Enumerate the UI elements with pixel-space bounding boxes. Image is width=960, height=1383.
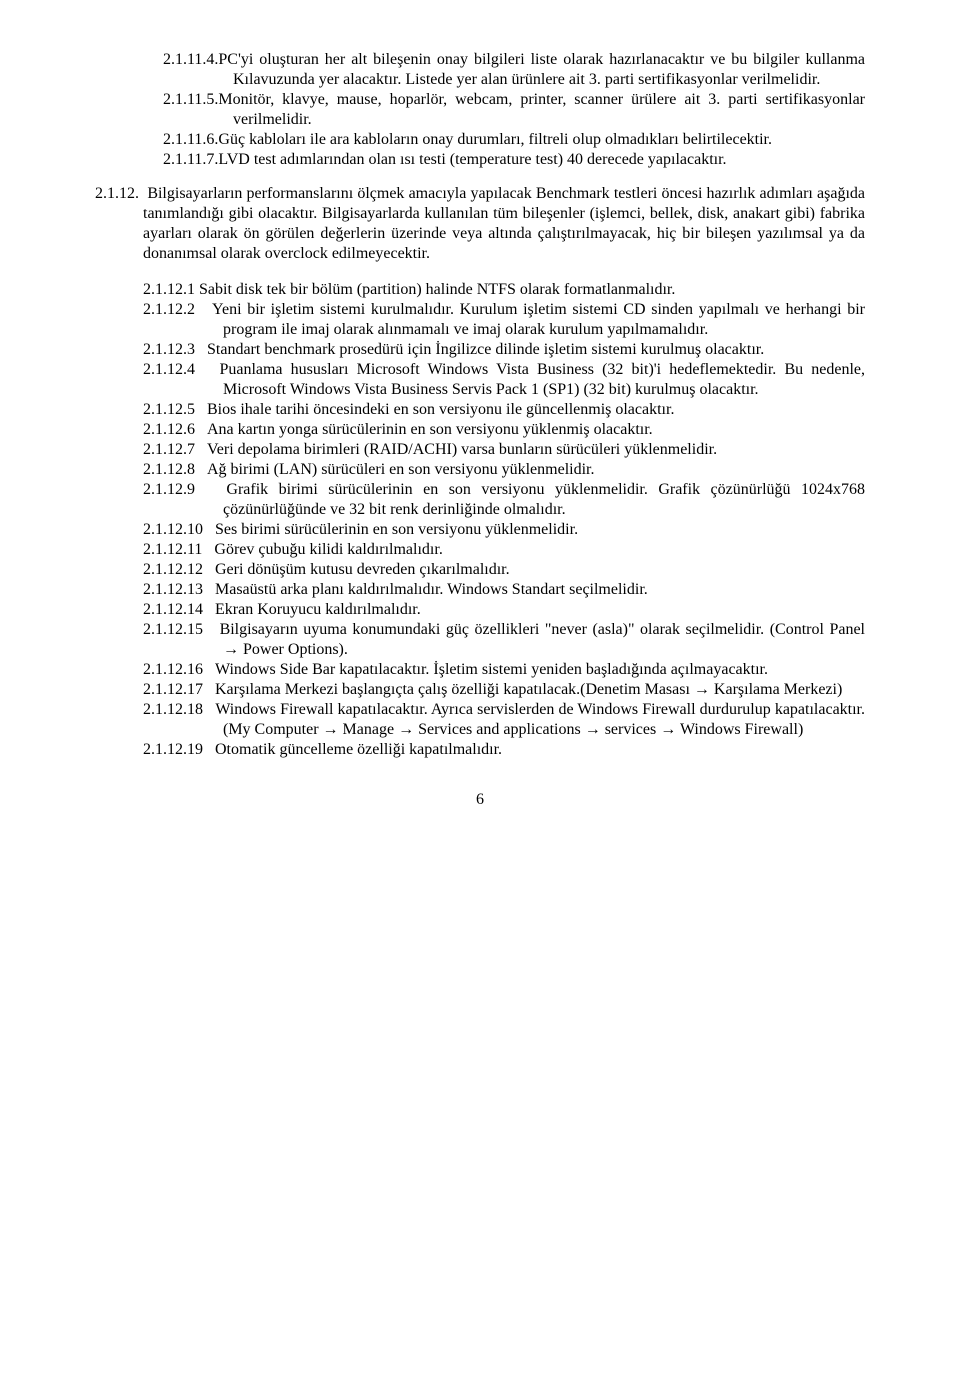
subitem: 2.1.12.3 Standart benchmark prosedürü iç… (95, 340, 865, 360)
subitem: 2.1.12.19 Otomatik güncelleme özelliği k… (95, 740, 865, 760)
item-2-1-11-6: 2.1.11.6.Güç kabloları ile ara kabloları… (163, 130, 865, 150)
item-text: Güç kabloları ile ara kabloların onay du… (218, 131, 772, 148)
subitem-text: Windows Side Bar kapatılacaktır. İşletim… (215, 661, 768, 678)
subitem: 2.1.12.8 Ağ birimi (LAN) sürücüleri en s… (95, 460, 865, 480)
subitem: 2.1.12.4 Puanlama hususları Microsoft Wi… (95, 360, 865, 400)
subitem: 2.1.12.14 Ekran Koruyucu kaldırılmalıdır… (95, 600, 865, 620)
subitem-text: Puanlama hususları Microsoft Windows Vis… (219, 361, 865, 398)
subitem: 2.1.12.7 Veri depolama birimleri (RAID/A… (95, 440, 865, 460)
subitem: 2.1.12.11 Görev çubuğu kilidi kaldırılma… (95, 540, 865, 560)
subitem-number: 2.1.12.13 (143, 581, 203, 598)
subitem-text: Ses birimi sürücülerinin en son versiyon… (215, 521, 578, 538)
subitem-number: 2.1.12.10 (143, 521, 203, 538)
item-2-1-11-7: 2.1.11.7.LVD test adımlarından olan ısı … (163, 150, 865, 170)
item-2-1-11-5: 2.1.11.5.Monitör, klavye, mause, hoparlö… (163, 90, 865, 130)
subitem: 2.1.12.12 Geri dönüşüm kutusu devreden ç… (95, 560, 865, 580)
subitem-number: 2.1.12.2 (143, 301, 195, 318)
subitem: 2.1.12.10 Ses birimi sürücülerinin en so… (95, 520, 865, 540)
subitem-text: Otomatik güncelleme özelliği kapatılmalı… (215, 741, 502, 758)
subitem-number: 2.1.12.5 (143, 401, 195, 418)
subitem: 2.1.12.5 Bios ihale tarihi öncesindeki e… (95, 400, 865, 420)
subitem-number: 2.1.12.17 (143, 681, 203, 698)
subitem-number: 2.1.12.1 (143, 281, 195, 298)
subitem-text: Ekran Koruyucu kaldırılmalıdır. (215, 601, 421, 618)
section-number: 2.1.12. (95, 185, 139, 202)
subitem-text: Bilgisayarın uyuma konumundaki güç özell… (220, 621, 865, 658)
item-number: 2.1.11.7. (163, 151, 218, 168)
subitem-number: 2.1.12.3 (143, 341, 195, 358)
subitem-number: 2.1.12.7 (143, 441, 195, 458)
subitem-number: 2.1.12.6 (143, 421, 195, 438)
section-intro-text: Bilgisayarların performanslarını ölçmek … (143, 185, 865, 262)
subitem-number: 2.1.12.19 (143, 741, 203, 758)
subitem-number: 2.1.12.11 (143, 541, 202, 558)
subitem: 2.1.12.2 Yeni bir işletim sistemi kurulm… (95, 300, 865, 340)
subitem-number: 2.1.12.14 (143, 601, 203, 618)
subitem: 2.1.12.16 Windows Side Bar kapatılacaktı… (95, 660, 865, 680)
item-number: 2.1.11.6. (163, 131, 218, 148)
item-number: 2.1.11.5. (163, 91, 218, 108)
section-2-1-12-intro: 2.1.12. Bilgisayarların performanslarını… (95, 184, 865, 264)
subitem-number: 2.1.12.9 (143, 481, 195, 498)
subitem-number: 2.1.12.4 (143, 361, 195, 378)
page-number: 6 (95, 790, 865, 810)
subitem-text: Geri dönüşüm kutusu devreden çıkarılmalı… (215, 561, 510, 578)
subitem-text: Görev çubuğu kilidi kaldırılmalıdır. (214, 541, 442, 558)
subitem-text: Standart benchmark prosedürü için İngili… (207, 341, 764, 358)
subitem-number: 2.1.12.16 (143, 661, 203, 678)
section-2-1-12-subitems: 2.1.12.1 Sabit disk tek bir bölüm (parti… (95, 280, 865, 760)
item-text: Monitör, klavye, mause, hoparlör, webcam… (218, 91, 865, 128)
subitem-text: Windows Firewall kapatılacaktır. Ayrıca … (215, 701, 865, 738)
subitem: 2.1.12.9 Grafik birimi sürücülerinin en … (95, 480, 865, 520)
subitem-text: Bios ihale tarihi öncesindeki en son ver… (207, 401, 674, 418)
item-number: 2.1.11.4. (163, 51, 218, 68)
section-2-1-11: 2.1.11.4.PC'yi oluşturan her alt bileşen… (95, 50, 865, 170)
item-2-1-11-4: 2.1.11.4.PC'yi oluşturan her alt bileşen… (163, 50, 865, 90)
section-2-1-12: 2.1.12. Bilgisayarların performanslarını… (95, 184, 865, 760)
subitem-text: Sabit disk tek bir bölüm (partition) hal… (199, 281, 675, 298)
subitem-text: Ana kartın yonga sürücülerinin en son ve… (207, 421, 653, 438)
subitem-text: Masaüstü arka planı kaldırılmalıdır. Win… (215, 581, 648, 598)
item-text: LVD test adımlarından olan ısı testi (te… (218, 151, 726, 168)
item-text: PC'yi oluşturan her alt bileşenin onay b… (218, 51, 865, 88)
subitem-number: 2.1.12.18 (143, 701, 203, 718)
subitem: 2.1.12.6 Ana kartın yonga sürücülerinin … (95, 420, 865, 440)
subitem: 2.1.12.1 Sabit disk tek bir bölüm (parti… (95, 280, 865, 300)
subitem: 2.1.12.15 Bilgisayarın uyuma konumundaki… (95, 620, 865, 660)
subitem-number: 2.1.12.15 (143, 621, 203, 638)
subitem: 2.1.12.17 Karşılama Merkezi başlangıçta … (95, 680, 865, 700)
subitem-number: 2.1.12.12 (143, 561, 203, 578)
subitem-text: Veri depolama birimleri (RAID/ACHI) vars… (207, 441, 717, 458)
subitem: 2.1.12.13 Masaüstü arka planı kaldırılma… (95, 580, 865, 600)
subitem-text: Karşılama Merkezi başlangıçta çalış özel… (215, 681, 842, 698)
subitem-text: Ağ birimi (LAN) sürücüleri en son versiy… (207, 461, 594, 478)
subitem: 2.1.12.18 Windows Firewall kapatılacaktı… (95, 700, 865, 740)
subitem-text: Yeni bir işletim sistemi kurulmalıdır. K… (212, 301, 865, 338)
subitem-text: Grafik birimi sürücülerinin en son versi… (223, 481, 865, 518)
subitem-number: 2.1.12.8 (143, 461, 195, 478)
